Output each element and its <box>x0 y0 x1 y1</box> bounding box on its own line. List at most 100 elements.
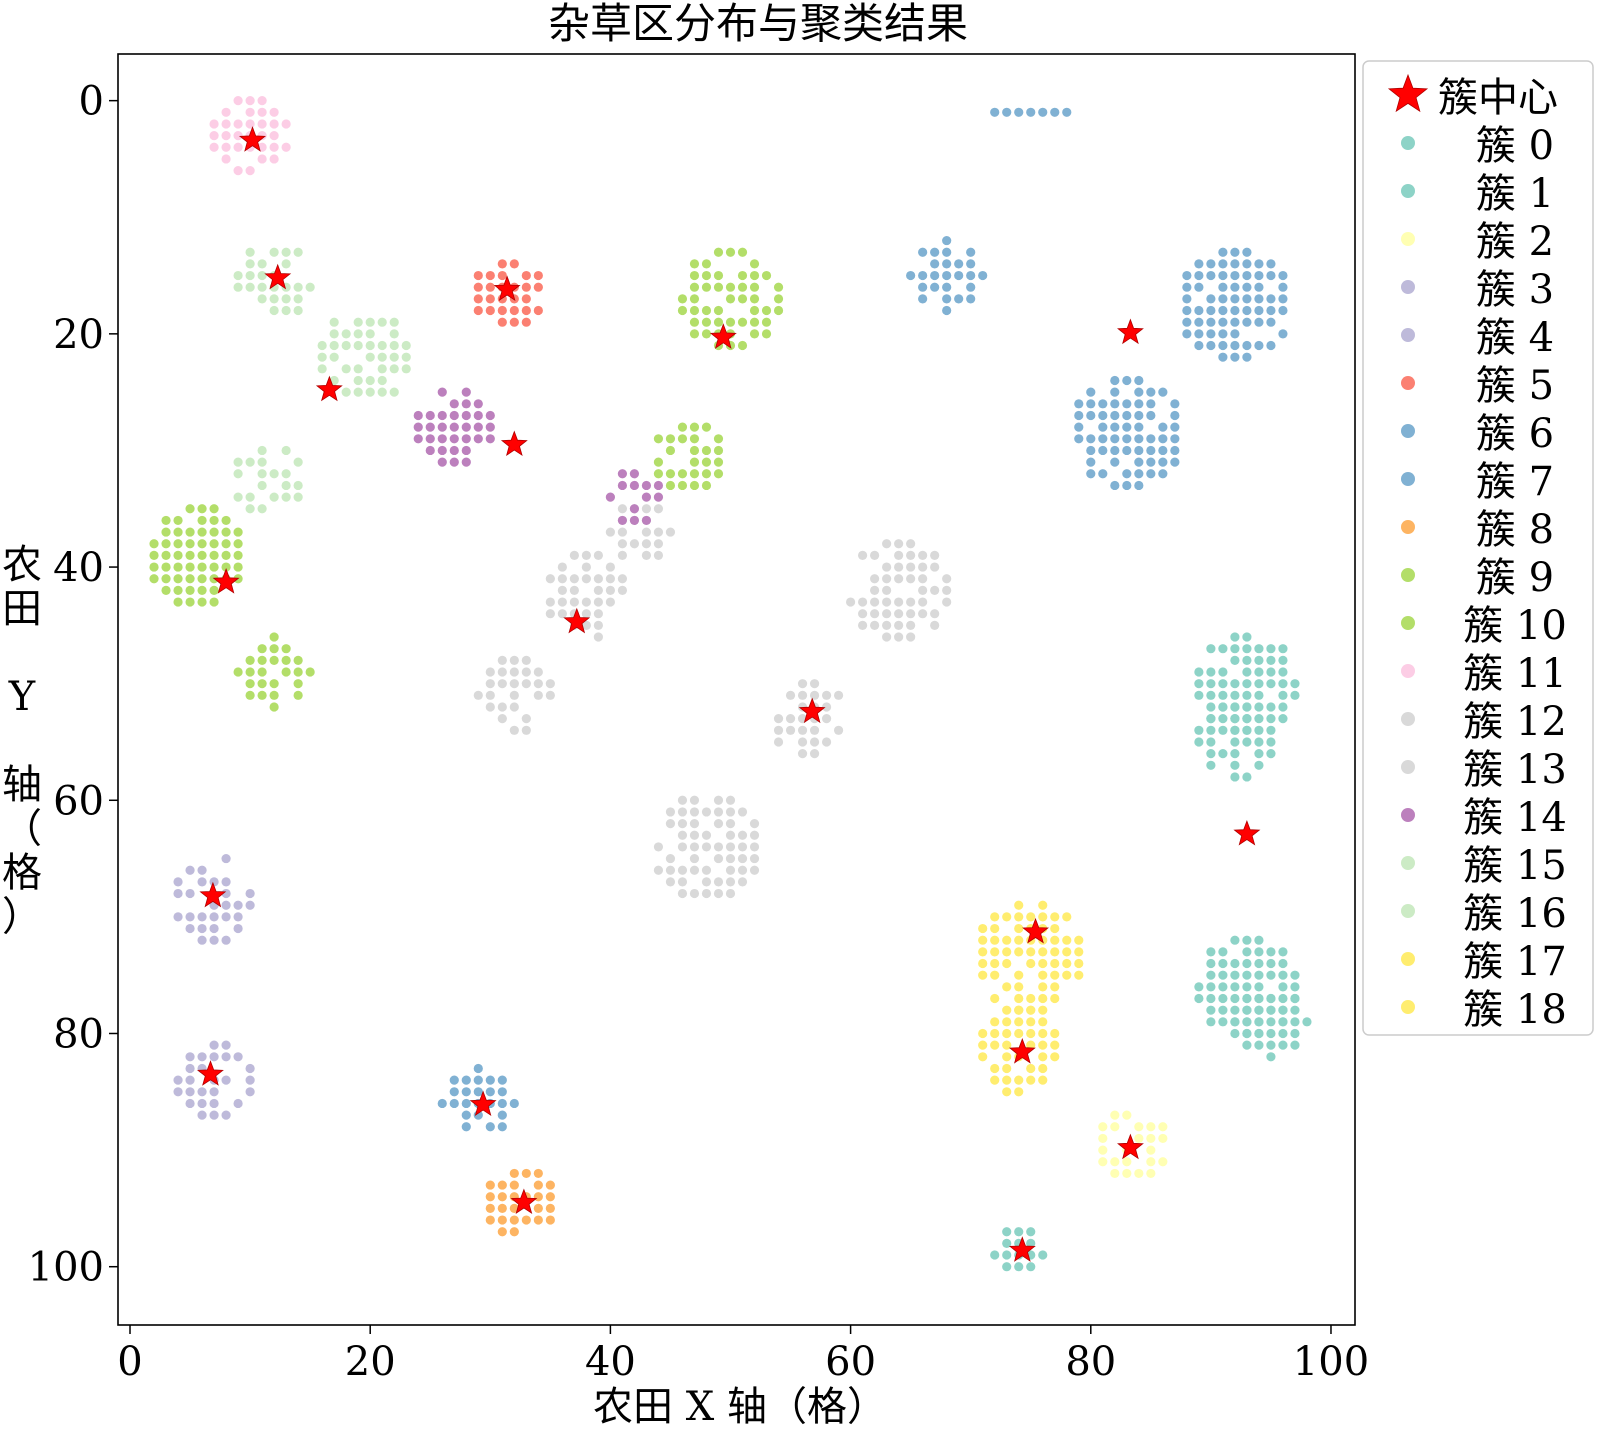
data-point <box>1242 737 1252 747</box>
cluster-center-star <box>1233 819 1261 846</box>
data-point <box>557 562 567 572</box>
data-point <box>245 900 255 910</box>
data-point <box>389 329 399 339</box>
data-point <box>725 888 736 899</box>
data-point <box>942 597 952 607</box>
data-point <box>1062 935 1072 945</box>
data-point <box>689 469 700 479</box>
data-point <box>894 550 904 561</box>
data-point <box>1254 725 1264 735</box>
data-point <box>689 282 700 292</box>
data-point <box>990 912 1000 922</box>
data-point <box>233 527 243 537</box>
data-point <box>485 1215 495 1225</box>
data-point <box>245 247 255 257</box>
data-point <box>1266 667 1276 677</box>
legend-label: 簇 3 <box>1476 267 1554 313</box>
data-point <box>689 270 700 281</box>
data-point <box>1242 1017 1252 1027</box>
data-point <box>785 690 796 700</box>
data-point <box>1002 107 1012 117</box>
data-point <box>1110 457 1120 467</box>
data-point <box>785 714 796 724</box>
data-point <box>1062 912 1072 922</box>
data-point <box>809 725 820 735</box>
data-point <box>185 597 195 607</box>
data-point <box>449 434 459 444</box>
data-point <box>906 609 916 619</box>
data-point <box>329 352 339 362</box>
data-point <box>1254 259 1264 269</box>
data-point <box>1122 1157 1132 1167</box>
data-point <box>557 574 567 584</box>
data-point <box>509 317 519 327</box>
data-point <box>1026 107 1036 117</box>
data-point <box>245 1063 255 1074</box>
data-point <box>954 259 964 269</box>
data-point <box>1230 329 1240 339</box>
data-point <box>197 585 207 595</box>
data-point <box>533 282 543 292</box>
data-point <box>749 282 760 292</box>
data-point <box>1122 399 1132 409</box>
data-point <box>557 609 567 619</box>
data-point <box>317 364 327 374</box>
data-point <box>437 387 447 397</box>
data-point <box>1134 422 1144 432</box>
data-point <box>1218 725 1228 735</box>
data-point <box>725 807 736 817</box>
data-point <box>713 842 724 852</box>
data-point <box>161 562 171 572</box>
data-point <box>209 1098 219 1109</box>
data-point <box>737 842 748 852</box>
data-point <box>1218 317 1228 327</box>
data-point <box>185 888 195 899</box>
data-point <box>689 259 700 269</box>
data-point <box>569 597 579 607</box>
data-point <box>233 550 243 561</box>
data-point <box>377 387 387 397</box>
data-point <box>1110 480 1120 491</box>
data-point <box>701 480 712 491</box>
data-point <box>918 562 928 572</box>
data-point <box>894 539 904 549</box>
data-point <box>233 900 243 910</box>
data-point <box>713 877 724 887</box>
y-tick-label: 0 <box>79 79 104 125</box>
data-point <box>1074 970 1084 980</box>
data-point <box>1278 1017 1288 1027</box>
y-tick-label: 100 <box>28 1245 104 1291</box>
data-point <box>1194 305 1204 316</box>
data-point <box>437 457 447 467</box>
data-point <box>365 352 375 362</box>
data-point <box>197 923 207 934</box>
data-point <box>1026 1075 1036 1085</box>
data-point <box>1050 993 1060 1004</box>
data-point <box>1098 422 1108 432</box>
data-point <box>1266 317 1276 327</box>
data-point <box>269 154 279 164</box>
data-point <box>677 434 688 444</box>
data-point <box>653 865 664 875</box>
data-point <box>1290 1040 1300 1050</box>
data-point <box>389 340 399 351</box>
data-point <box>269 107 279 117</box>
data-point <box>221 527 231 537</box>
data-point <box>1134 375 1144 386</box>
data-point <box>1254 947 1264 957</box>
data-point <box>1194 679 1204 689</box>
data-point <box>221 107 231 117</box>
data-point <box>1278 958 1288 969</box>
data-point <box>1266 679 1276 689</box>
data-point <box>617 585 628 595</box>
data-point <box>197 550 207 561</box>
data-point <box>725 818 736 829</box>
data-point <box>1002 958 1012 969</box>
data-point <box>497 1203 507 1213</box>
data-point <box>1230 1028 1240 1039</box>
data-point <box>233 131 243 141</box>
data-point <box>641 480 652 491</box>
data-point <box>1242 247 1252 257</box>
data-point <box>521 667 531 677</box>
data-point <box>1038 958 1048 969</box>
